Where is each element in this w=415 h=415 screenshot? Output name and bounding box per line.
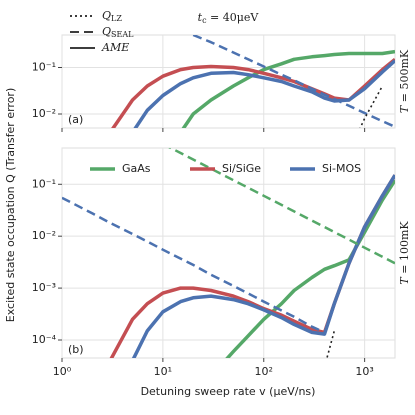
chart-title-after: = 40μeV [207,11,260,24]
y-axis-label: Excited state occupation Q (Transfer err… [4,88,17,322]
side-label: T = 100mK [398,221,411,285]
series-line [131,174,395,358]
x-tick-label: 10¹ [154,365,172,378]
side-label-after: = 100mK [398,221,411,278]
y-tick-label: 10⁻⁴ [32,333,57,346]
legend-label: AME [101,41,129,54]
panel-label: (b) [68,343,84,356]
legend-label-sub: SEAL [111,30,134,39]
legend-label-main: Q [102,25,111,38]
legend-label: GaAs [122,162,151,175]
series-line [326,330,336,358]
y-tick-label: 10⁻² [32,229,56,242]
side-label-after: = 500mK [398,49,411,106]
y-tick-label: 10⁻³ [32,281,56,294]
x-tick-label: 10² [255,365,273,378]
x-tick-label: 10³ [355,365,373,378]
series-line [192,35,395,128]
legend-label: Si-MOS [322,162,361,175]
plot-area [61,34,396,129]
side-label-main: T [398,104,411,113]
series-line [168,148,395,265]
series-group [111,35,395,128]
chart-title-sub: c [202,16,207,25]
legend-label-main: AME [101,41,129,54]
y-tick-label: 10⁻¹ [32,61,56,74]
legend-label-sub: LZ [111,14,122,23]
x-tick-label: 10⁰ [53,365,72,378]
side-label: T = 500mK [398,49,411,113]
chart-title: tc = 40μeV [198,11,260,25]
y-tick-label: 10⁻² [32,107,56,120]
series-line [133,59,395,128]
series-line [225,179,395,358]
series-line [62,196,326,334]
legend-label-main: Q [102,9,111,22]
legend-label: Si/SiGe [222,162,261,175]
side-label-main: T [398,276,411,285]
y-tick-label: 10⁻¹ [32,177,56,190]
legend-label: QSEAL [102,25,134,39]
chart-title-main: t [198,11,203,24]
series-line [359,85,384,128]
x-axis-label: Detuning sweep rate v (μeV/ns) [141,385,316,398]
legend-label: QLZ [102,9,122,23]
series-line [181,49,395,128]
panel-label: (a) [68,113,83,126]
series-group [62,148,395,358]
plot-area [61,147,396,359]
